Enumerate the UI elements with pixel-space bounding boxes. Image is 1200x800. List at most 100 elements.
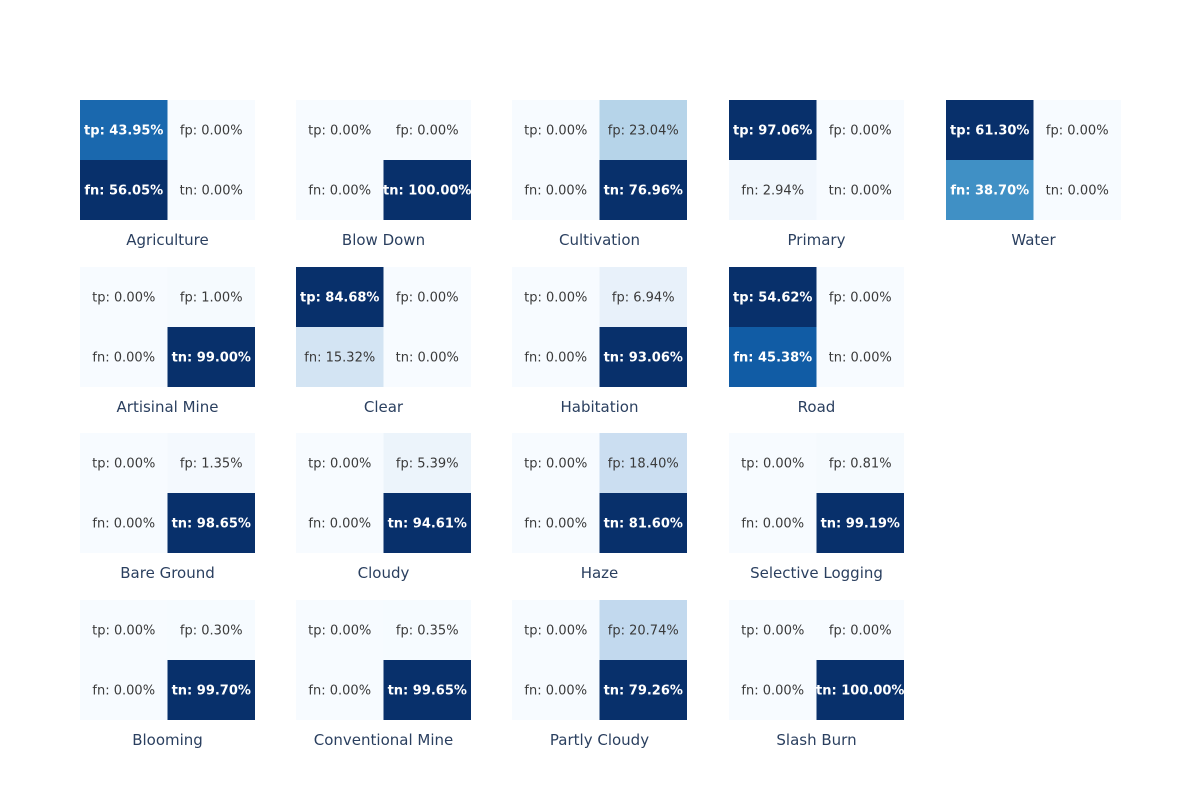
cell-tp-artisinal-mine [80,267,168,327]
cell-label-fn-haze: fn: 0.00% [524,517,587,532]
cell-label-tn-water: tn: 0.00% [1046,184,1109,199]
cell-tn-artisinal-mine [167,327,255,387]
cell-label-tn-primary: tn: 0.00% [829,184,892,199]
cell-label-fp-artisinal-mine: fp: 1.00% [180,291,243,306]
panel-title-habitation: Habitation [561,398,639,416]
cell-tp-slash-burn [729,600,817,660]
panel-title-conventional-mine: Conventional Mine [314,731,453,749]
matrix-panel-blooming: tp: 0.00% fp: 0.30% fn: 0.00% tn: 99.70% Blo… [80,600,255,749]
cell-label-tp-road: tp: 54.62% [733,291,812,306]
panel-title-cloudy: Cloudy [358,564,410,582]
cell-fp-partly-cloudy [599,600,687,660]
cell-fp-selective-logging [816,433,904,493]
cell-label-tp-clear: tp: 84.68% [300,291,379,306]
cell-label-fp-blooming: fp: 0.30% [180,624,243,639]
matrix-panel-bare-ground: tp: 0.00% fp: 1.35% fn: 0.00% tn: 98.65% Bar… [80,433,255,582]
cell-label-tp-primary: tp: 97.06% [733,124,812,139]
cell-tn-slash-burn [816,660,904,720]
cell-label-fn-cloudy: fn: 0.00% [308,517,371,532]
panel-title-blooming: Blooming [132,731,203,749]
cell-label-tn-bare-ground: tn: 98.65% [172,517,251,532]
cell-fp-haze [599,433,687,493]
cell-tn-primary [816,160,904,220]
matrix-panel-clear: tp: 84.68% fp: 0.00% fn: 15.32% tn: 0.00% Cl… [296,267,471,416]
panel-title-clear: Clear [364,398,404,416]
cell-tn-clear [383,327,471,387]
panel-title-road: Road [798,398,836,416]
matrix-panel-partly-cloudy: tp: 0.00% fp: 20.74% fn: 0.00% tn: 79.26% Pa… [512,600,687,749]
cell-fp-road [816,267,904,327]
cell-label-fp-slash-burn: fp: 0.00% [829,624,892,639]
cell-fn-haze [512,493,600,553]
cell-label-fn-road: fn: 45.38% [733,351,812,366]
matrix-panel-cloudy: tp: 0.00% fp: 5.39% fn: 0.00% tn: 94.61% Clo… [296,433,471,582]
cell-fn-bare-ground [80,493,168,553]
panel-title-primary: Primary [788,231,846,249]
cell-tn-blow-down [383,160,471,220]
cell-fn-partly-cloudy [512,660,600,720]
cell-label-tn-cloudy: tn: 94.61% [388,517,467,532]
cell-fn-cultivation [512,160,600,220]
cell-label-tp-conventional-mine: tp: 0.00% [308,624,371,639]
cell-tn-cloudy [383,493,471,553]
cell-fp-water [1033,100,1121,160]
panel-title-partly-cloudy: Partly Cloudy [550,731,649,749]
cell-tp-agriculture [80,100,168,160]
cell-label-tp-slash-burn: tp: 0.00% [741,624,804,639]
cell-tp-cloudy [296,433,384,493]
matrix-panel-road: tp: 54.62% fp: 0.00% fn: 45.38% tn: 0.00% Ro… [729,267,904,416]
cell-label-fp-habitation: fp: 6.94% [612,291,675,306]
cell-tn-selective-logging [816,493,904,553]
matrix-panel-habitation: tp: 0.00% fp: 6.94% fn: 0.00% tn: 93.06% Hab… [512,267,687,416]
cell-tp-blow-down [296,100,384,160]
cell-tp-bare-ground [80,433,168,493]
matrix-panel-slash-burn: tp: 0.00% fp: 0.00% fn: 0.00% tn: 100.00% Sl… [729,600,904,749]
matrix-panel-water: tp: 61.30% fp: 0.00% fn: 38.70% tn: 0.00% Wa… [946,100,1121,249]
cell-fp-slash-burn [816,600,904,660]
cell-fp-cultivation [599,100,687,160]
cell-fp-blow-down [383,100,471,160]
cell-label-fp-cloudy: fp: 5.39% [396,457,459,472]
cell-label-fn-habitation: fn: 0.00% [524,351,587,366]
matrix-panel-blow-down: tp: 0.00% fp: 0.00% fn: 0.00% tn: 100.00% Bl… [296,100,471,249]
cell-tn-agriculture [167,160,255,220]
cell-tp-water [946,100,1034,160]
cell-fn-habitation [512,327,600,387]
cell-label-fn-partly-cloudy: fn: 0.00% [524,684,587,699]
matrix-panel-conventional-mine: tp: 0.00% fp: 0.35% fn: 0.00% tn: 99.65% Con… [296,600,471,749]
cell-fp-bare-ground [167,433,255,493]
cell-label-fp-partly-cloudy: fp: 20.74% [608,624,679,639]
cell-fn-artisinal-mine [80,327,168,387]
cell-label-fp-water: fp: 0.00% [1046,124,1109,139]
cell-tn-habitation [599,327,687,387]
cell-fp-clear [383,267,471,327]
cell-fn-cloudy [296,493,384,553]
panel-title-slash-burn: Slash Burn [776,731,856,749]
cell-fn-road [729,327,817,387]
cell-tp-selective-logging [729,433,817,493]
cell-label-tp-blow-down: tp: 0.00% [308,124,371,139]
panel-title-bare-ground: Bare Ground [120,564,215,582]
cell-label-tp-blooming: tp: 0.00% [92,624,155,639]
cell-label-tp-cultivation: tp: 0.00% [524,124,587,139]
cell-label-fn-blow-down: fn: 0.00% [308,184,371,199]
cell-label-tn-habitation: tn: 93.06% [604,351,683,366]
cell-fn-selective-logging [729,493,817,553]
cell-fp-blooming [167,600,255,660]
cell-label-tp-agriculture: tp: 43.95% [84,124,163,139]
cell-label-tn-blooming: tn: 99.70% [172,684,251,699]
panel-title-cultivation: Cultivation [559,231,640,249]
cell-tp-haze [512,433,600,493]
cell-label-tn-conventional-mine: tn: 99.65% [388,684,467,699]
cell-fn-clear [296,327,384,387]
cell-fp-cloudy [383,433,471,493]
cell-tn-water [1033,160,1121,220]
cell-label-tn-selective-logging: tn: 99.19% [821,517,900,532]
cell-label-fn-slash-burn: fn: 0.00% [741,684,804,699]
cell-fn-blow-down [296,160,384,220]
cell-label-fp-selective-logging: fp: 0.81% [829,457,892,472]
cell-label-fn-water: fn: 38.70% [950,184,1029,199]
cell-fp-conventional-mine [383,600,471,660]
cell-tp-cultivation [512,100,600,160]
